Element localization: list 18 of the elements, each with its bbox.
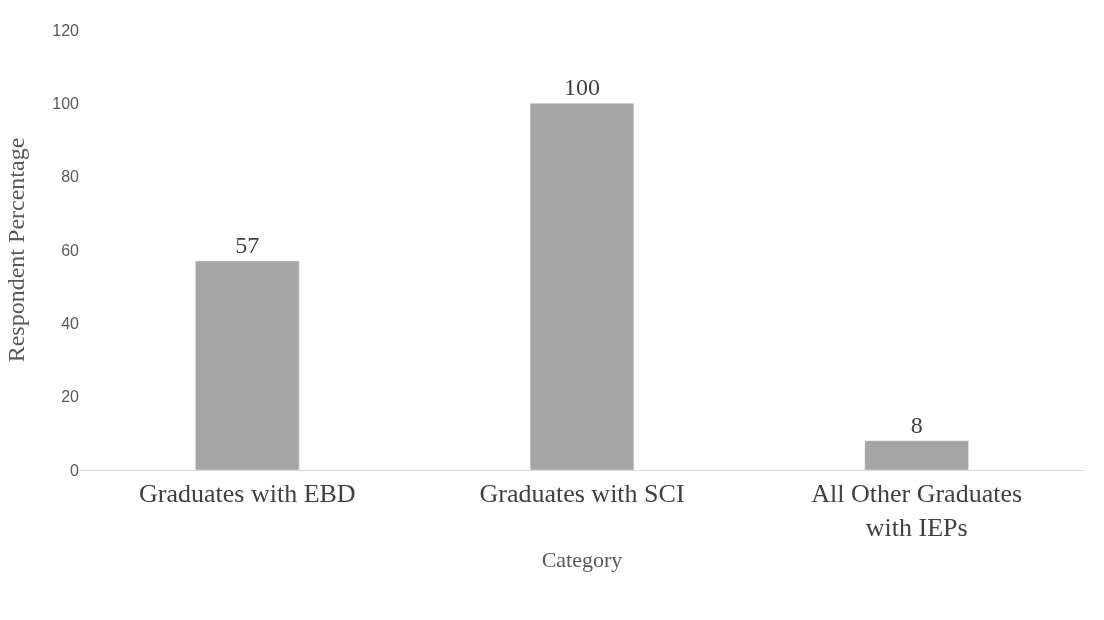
y-tick-label: 40 xyxy=(61,314,80,332)
y-tick-label: 0 xyxy=(70,461,80,479)
y-tick-label: 80 xyxy=(61,168,80,186)
bar xyxy=(195,260,300,470)
y-tick-label: 100 xyxy=(52,94,80,112)
x-tick-label: Graduates with SCI xyxy=(479,479,685,509)
x-tick-label: All Other Graduates with IEPs xyxy=(811,479,1023,542)
data-label: 57 xyxy=(235,232,260,258)
y-tick-label: 20 xyxy=(61,388,80,406)
y-axis-title: Respondent Percentage xyxy=(3,137,30,363)
bar xyxy=(529,103,635,470)
bar xyxy=(864,440,969,470)
y-tick-label: 120 xyxy=(52,21,80,39)
data-label: 100 xyxy=(564,74,600,101)
x-axis-title: Category xyxy=(541,546,623,572)
y-tick-label: 60 xyxy=(61,241,80,259)
x-tick-label: Graduates with EBD xyxy=(139,479,356,509)
data-label: 8 xyxy=(910,411,923,438)
